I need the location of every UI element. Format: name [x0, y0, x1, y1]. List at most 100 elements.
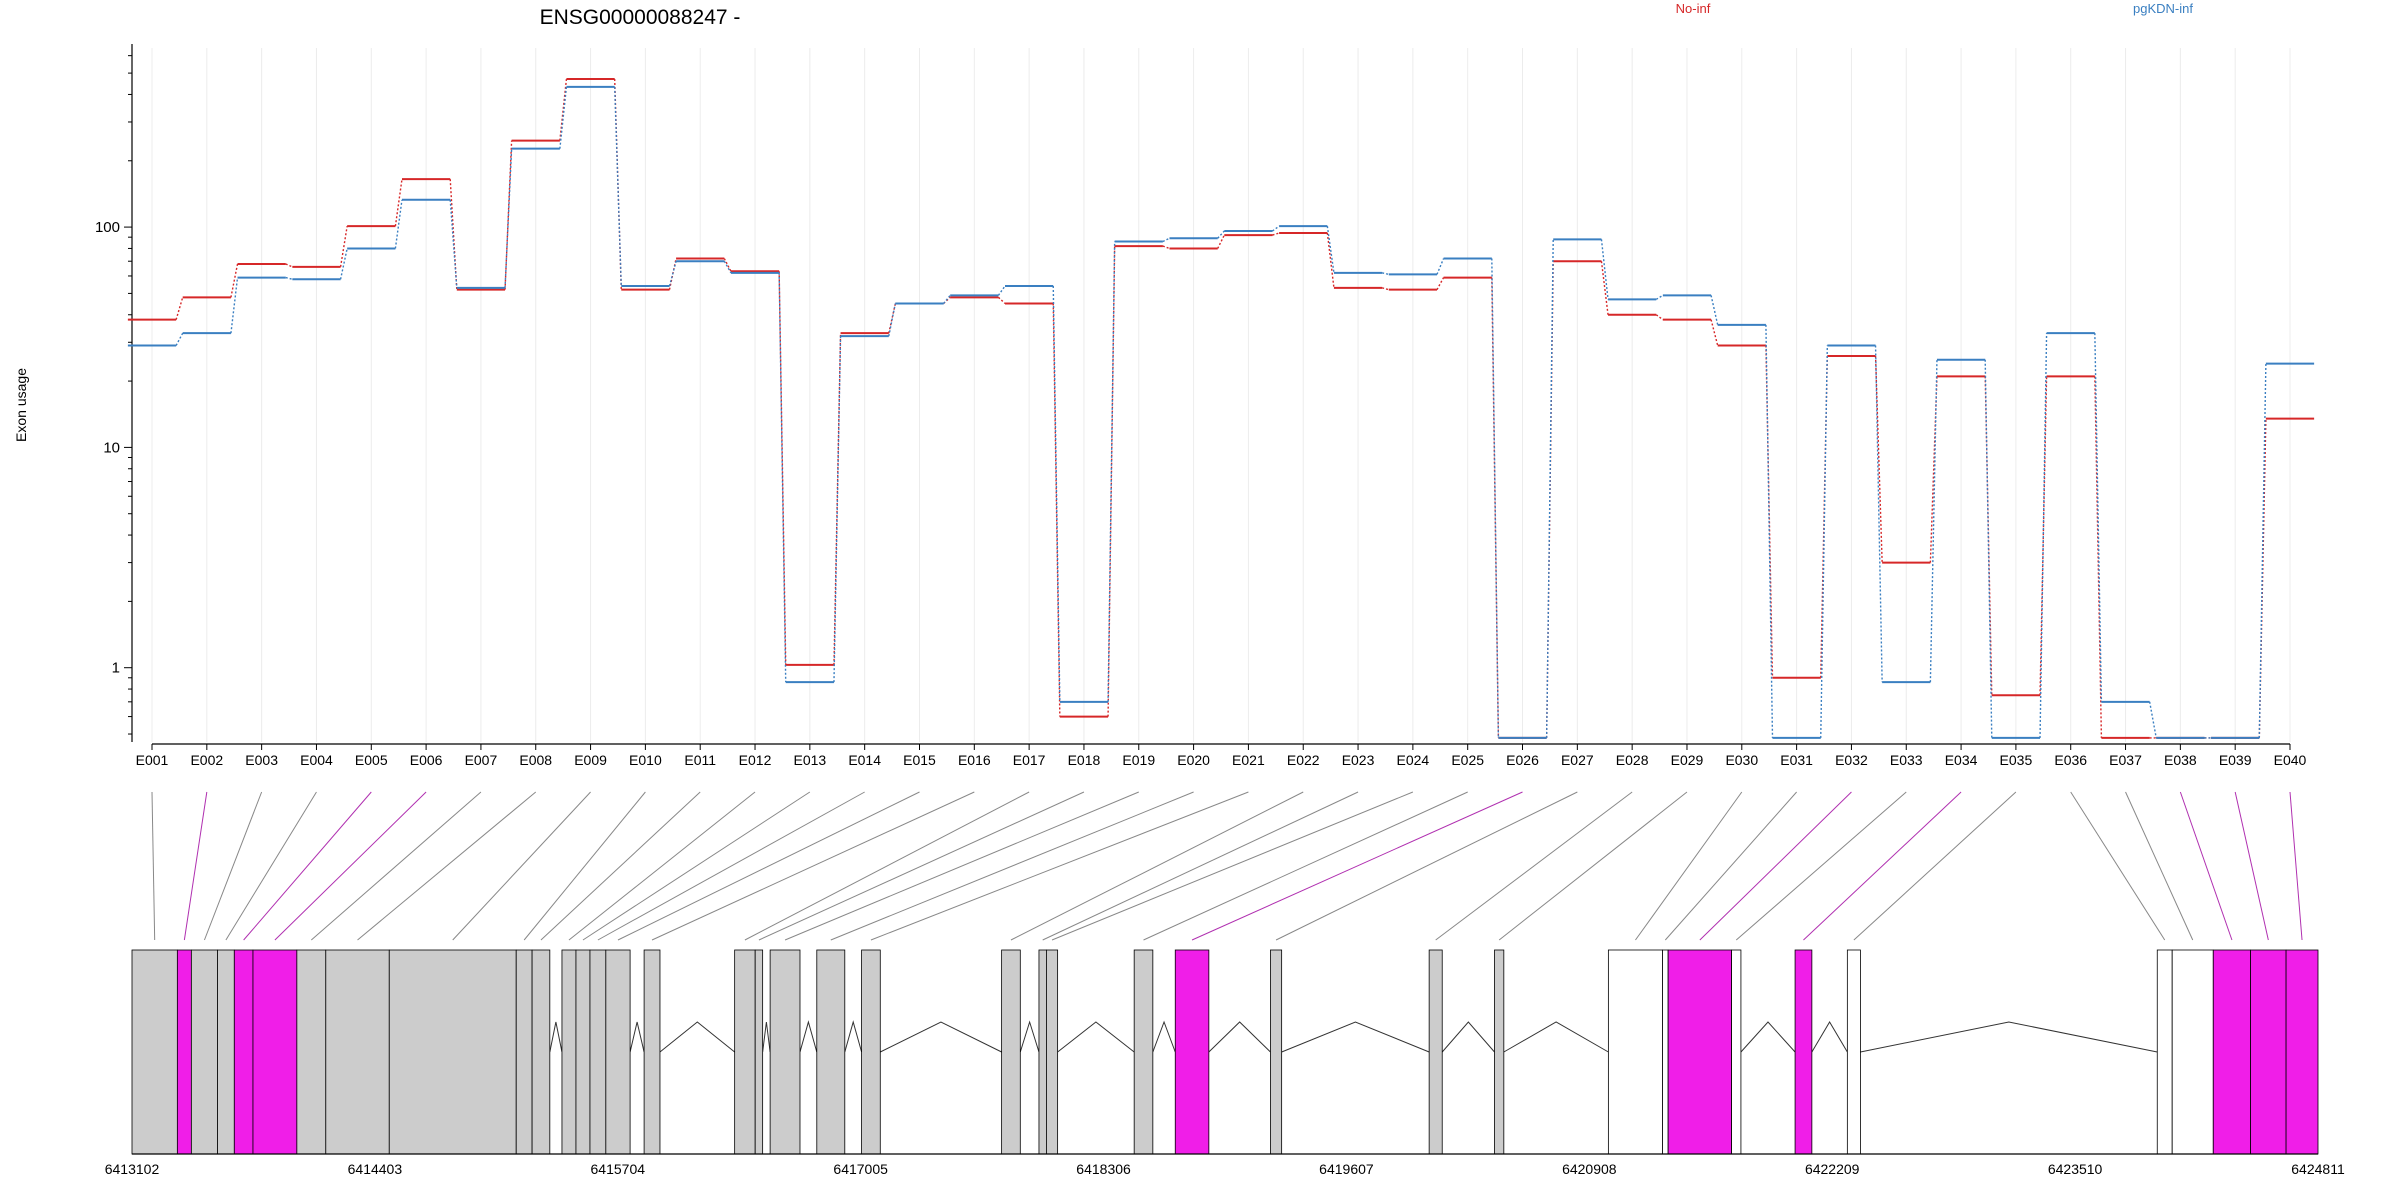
data-connector: [1874, 355, 1883, 563]
data-connector: [230, 277, 239, 334]
vertical-grid: [151, 48, 2291, 742]
data-connector: [888, 303, 897, 337]
exon-box: [861, 949, 881, 1155]
exon-box: [589, 949, 607, 1155]
data-connector: [2094, 333, 2103, 702]
exon-box: [233, 949, 254, 1155]
data-connector: [1162, 245, 1170, 250]
data-connector: [2039, 333, 2048, 738]
exon-connector: [758, 791, 1085, 941]
exon-box: [561, 949, 577, 1155]
x-tick-label: E013: [793, 752, 826, 768]
data-connector: [778, 272, 787, 683]
exon-connector: [651, 791, 975, 941]
exon-connector: [203, 791, 263, 941]
data-connector: [1382, 272, 1389, 276]
data-connector: [339, 226, 348, 267]
data-connector: [997, 285, 1006, 296]
exon-connector: [2125, 791, 2194, 941]
coordinate-tick-label: 6424811: [2291, 1161, 2345, 1177]
exon-box: [2212, 949, 2252, 1155]
series-layer: [127, 78, 2315, 739]
x-tick-label: E003: [245, 752, 278, 768]
x-tick-label: E029: [1671, 752, 1704, 768]
series-pgkdn-inf: [127, 85, 2315, 739]
data-connector: [2148, 701, 2157, 739]
data-connector: [1655, 294, 1664, 300]
y-axis-label: Exon usage: [13, 368, 29, 442]
exon-box: [515, 949, 533, 1155]
coordinate-tick-label: 6422209: [1805, 1161, 1860, 1177]
x-tick-label: E010: [629, 752, 662, 768]
exon-box: [769, 949, 801, 1155]
x-tick-label: E016: [958, 752, 991, 768]
intron-line: [1281, 1021, 1430, 1053]
exon-box: [296, 949, 327, 1155]
data-connector: [1765, 345, 1774, 678]
intron-line: [1503, 1021, 1609, 1053]
data-connector: [394, 199, 403, 249]
data-connector: [1820, 345, 1829, 738]
data-connector: [1655, 314, 1664, 321]
data-connector: [1052, 286, 1061, 702]
exon-box: [1731, 949, 1742, 1155]
data-connector: [1381, 287, 1389, 291]
y-tick-label: 100: [95, 219, 120, 236]
data-connector: [175, 297, 184, 320]
data-connector: [668, 261, 677, 287]
x-tick-label: E004: [300, 752, 333, 768]
x-tick-label: E026: [1506, 752, 1539, 768]
intron-line: [762, 1021, 771, 1053]
data-connector: [833, 336, 842, 683]
x-tick-label: E008: [519, 752, 552, 768]
intron-line: [629, 1021, 645, 1053]
x-tick-label: E007: [465, 752, 498, 768]
coordinate-tick-label: 6423510: [2048, 1161, 2103, 1177]
exon-connector: [1042, 791, 1359, 941]
data-connector: [1710, 295, 1719, 325]
exon-connector: [597, 791, 865, 941]
exon-connector: [1275, 791, 1578, 941]
data-connector: [2258, 363, 2267, 738]
exon-box: [1174, 949, 1210, 1155]
intron-line: [844, 1020, 863, 1053]
exon-connector: [243, 791, 372, 941]
data-connector: [1217, 234, 1225, 249]
data-connector: [1491, 277, 1500, 738]
x-tick-label: E019: [1122, 752, 1155, 768]
x-tick-label: E040: [2274, 752, 2307, 768]
exon-box: [643, 949, 661, 1155]
x-tick-label: E006: [410, 752, 443, 768]
data-connector: [339, 248, 348, 280]
y-tick-label: 1: [112, 660, 120, 677]
intron-line: [880, 1021, 1002, 1053]
exon-connector: [183, 791, 208, 941]
exon-box: [2250, 949, 2287, 1155]
exon-box: [1494, 949, 1505, 1155]
chart-title: ENSG00000088247 -: [540, 6, 741, 29]
x-tick-label: E011: [684, 752, 716, 768]
x-tick-label: E015: [903, 752, 936, 768]
exon-connector: [452, 791, 591, 941]
coordinate-tick-label: 6414403: [348, 1161, 403, 1177]
data-connector: [2258, 418, 2267, 738]
data-connector: [613, 86, 622, 287]
intron-line: [659, 1021, 735, 1053]
data-connector: [449, 199, 458, 288]
exon-connector: [2289, 791, 2303, 941]
exon-connector: [568, 791, 756, 941]
intron-line: [1441, 1021, 1495, 1053]
x-tick-label: E027: [1561, 752, 1594, 768]
intron-line: [1740, 1021, 1796, 1053]
coordinate-tick-label: 6418306: [1076, 1161, 1131, 1177]
exon-box: [176, 949, 192, 1155]
x-tick-label: E024: [1397, 752, 1430, 768]
legend-entry-no-inf: No-inf: [1676, 1, 1711, 16]
data-connector: [1929, 359, 1938, 683]
exon-box: [575, 949, 591, 1155]
data-connector: [175, 332, 184, 346]
exon-box: [1662, 949, 1669, 1155]
x-tick-label: E025: [1451, 752, 1484, 768]
genomic-coordinate-axis: 6413102 6414403 6415704 6417005 6418306 64196…: [105, 1153, 2345, 1177]
